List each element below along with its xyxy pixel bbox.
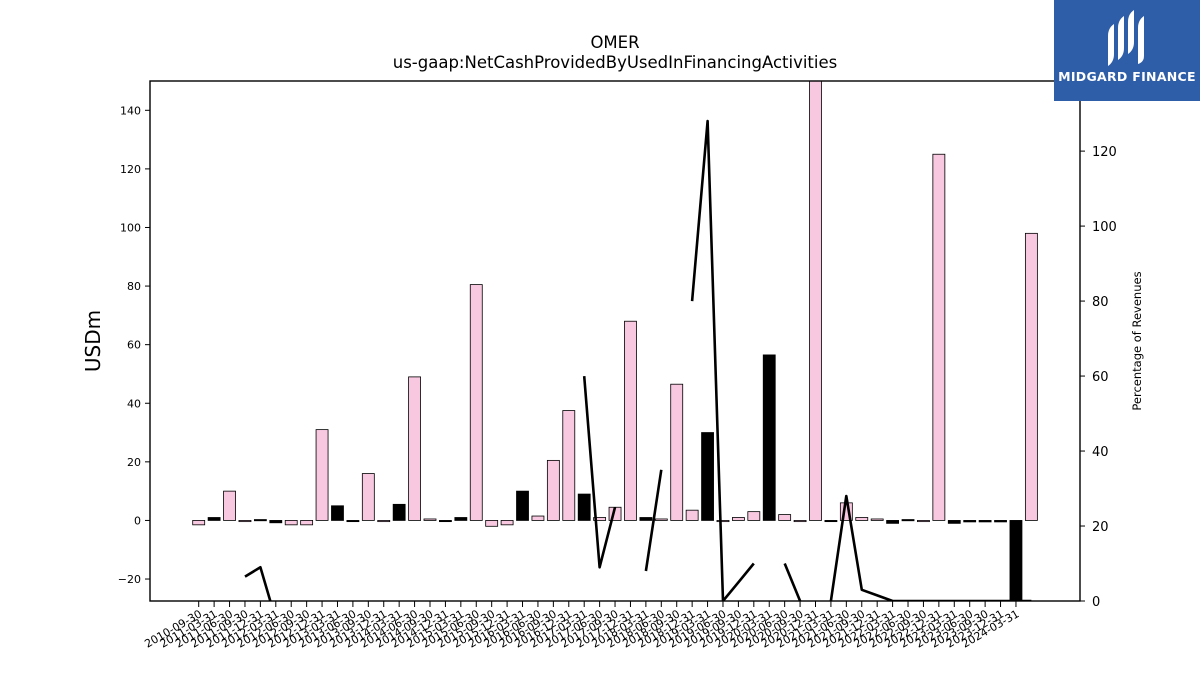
bar (315, 429, 329, 521)
bar (531, 515, 545, 521)
bar (562, 410, 576, 521)
bar (500, 520, 514, 526)
y-tick-label: 120 (120, 163, 141, 176)
bar (346, 520, 360, 523)
bar (978, 520, 992, 523)
bar (238, 520, 252, 523)
bar (377, 520, 391, 523)
bar (207, 517, 221, 521)
bar (824, 520, 838, 523)
bar (624, 320, 637, 521)
y2-tick-label: 100 (1092, 220, 1117, 235)
y2-axis-label: Percentage of Revenues (1130, 271, 1144, 410)
y-tick-label: 40 (127, 397, 141, 410)
bar (670, 383, 684, 521)
chart-title: OMER (590, 33, 639, 52)
bar (917, 520, 930, 523)
bar (485, 520, 499, 527)
bar (546, 459, 560, 521)
bar (793, 520, 807, 523)
bar (392, 503, 406, 521)
y-tick-label: 0 (134, 514, 141, 527)
y2-tick-label: 60 (1092, 370, 1109, 385)
bar (732, 517, 745, 521)
bar (762, 354, 776, 521)
bar (947, 520, 961, 524)
bar (654, 518, 668, 521)
y2-tick-label: 20 (1092, 520, 1109, 535)
bar (223, 490, 236, 521)
bar (408, 376, 421, 521)
midgard-logo-mark-icon (1108, 10, 1144, 66)
bar (284, 520, 298, 526)
bar (639, 517, 653, 521)
y-tick-label: 20 (127, 456, 141, 469)
y-axis-label: USDm (81, 310, 105, 372)
y-tick-label: 140 (120, 104, 141, 117)
bar (361, 473, 375, 521)
bar (469, 284, 483, 521)
bar (331, 505, 344, 521)
bar (901, 519, 915, 522)
bar (593, 517, 607, 521)
chart-subtitle: us-gaap:NetCashProvidedByUsedInFinancing… (393, 53, 837, 72)
bar (577, 493, 591, 521)
ratio-line (783, 563, 802, 601)
bar (809, 81, 822, 521)
bar (963, 520, 977, 523)
bar (886, 520, 899, 524)
ratio-line (644, 469, 663, 572)
y2-tick-label: 0 (1092, 595, 1100, 610)
ratio-line (582, 375, 617, 569)
y-tick-label: −20 (118, 573, 141, 586)
bar (716, 520, 730, 523)
bar (701, 432, 714, 521)
y2-tick-label: 40 (1092, 445, 1109, 460)
y-tick-label: 60 (127, 339, 141, 352)
bar (423, 518, 437, 521)
y2-tick-label: 120 (1092, 145, 1117, 160)
bar (932, 153, 946, 521)
bar (253, 519, 267, 522)
ratio-line (829, 494, 1032, 601)
bar (269, 520, 283, 524)
bar (1009, 520, 1023, 601)
bar (870, 518, 884, 521)
ratio-line (690, 119, 755, 601)
bar (192, 520, 206, 526)
bar (300, 520, 314, 526)
ratio-line (244, 565, 272, 601)
logo-text: MIDGARD FINANCE (1058, 69, 1196, 84)
bar (439, 520, 452, 523)
bar (454, 517, 468, 521)
bar (516, 490, 529, 521)
y-tick-label: 100 (120, 221, 141, 234)
bar (994, 520, 1007, 523)
y-tick-label: 80 (127, 280, 141, 293)
y2-tick-label: 80 (1092, 295, 1109, 310)
bar (685, 509, 699, 521)
bar (747, 511, 761, 521)
bar (1024, 232, 1038, 521)
midgard-finance-logo: MIDGARD FINANCE (1054, 0, 1200, 101)
bar (855, 517, 869, 521)
bar (778, 514, 792, 521)
